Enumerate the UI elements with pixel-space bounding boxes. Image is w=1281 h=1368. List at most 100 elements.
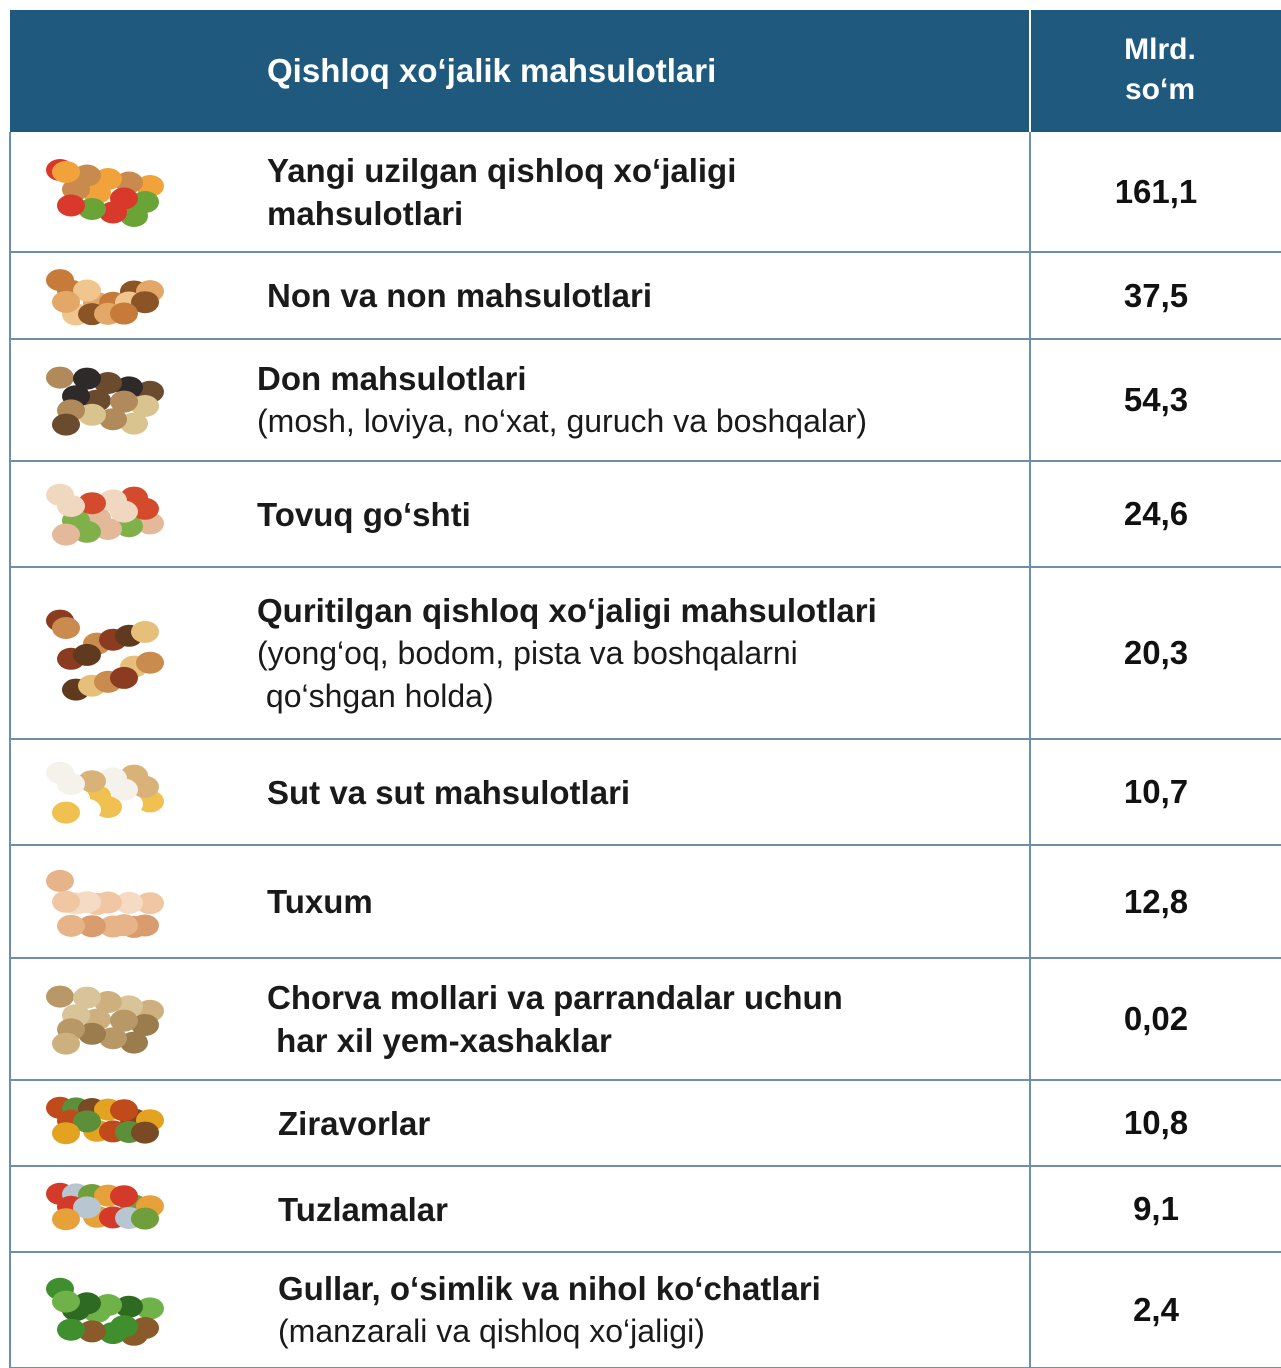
row-border [10,460,1281,462]
icon-shape [57,1318,85,1341]
value-cell: 12,8 [1123,882,1189,920]
product-title: Yangi uzilgan qishloq xo‘jaligi [267,152,737,189]
icon-shape [131,1317,159,1339]
product-icon [46,761,164,824]
product-icon [46,869,164,938]
left-border [9,339,11,461]
product-icon [46,1096,164,1145]
icon-shape [110,187,138,210]
column-divider [1029,252,1031,339]
product-cell: Tuxum [267,845,373,958]
icon-shape [46,985,74,1008]
product-title: Quritilgan qishloq xo‘jaligi mahsulotlar… [257,591,877,629]
column-divider [1029,339,1031,461]
icon-shape [52,1122,80,1145]
icon-shape [110,302,138,325]
product-title: Tovuq go‘shti [257,495,471,533]
row-border [10,1079,1281,1081]
row-border [10,566,1281,568]
product-cell: Gullar, o‘simlik va nihol ko‘chatlari (ma… [278,1252,821,1368]
icon-shape [131,191,159,213]
icon-shape [110,778,138,801]
icon-shape [120,1031,148,1054]
icon-shape [110,1099,138,1122]
row-border [10,1165,1281,1167]
product-title: Don mahsulotlari [257,360,527,397]
icon-shape [52,1032,80,1055]
icon-shape [99,1027,127,1050]
icon-shape [136,1297,164,1320]
icon-shape [131,1121,159,1144]
icon-shape [73,1110,101,1133]
product-icon [46,985,164,1055]
icon-shape [78,198,106,220]
row-border [10,1251,1281,1253]
column-divider [1029,958,1031,1080]
value-cell: 0,02 [1123,1000,1189,1037]
product-icon [46,483,164,546]
left-border [9,1166,11,1252]
product-cell: Ziravorlar [278,1080,430,1166]
header-divider [1029,10,1031,132]
row-border [10,338,1281,340]
icon-shape [52,1208,80,1231]
product-title: Sut va sut mahsulotlari [267,773,631,811]
icon-shape [94,518,122,540]
icon-shape [73,367,101,390]
column-divider [1029,1166,1031,1252]
value-cell: 9,1 [1133,1190,1179,1227]
icon-shape [46,869,74,892]
icon-shape [94,891,122,914]
icon-shape [110,914,138,937]
product-title: Non va non mahsulotlari [267,277,653,314]
product-cell: Chorva mollari va parrandalar uchun har … [267,958,843,1080]
column-divider [1029,1252,1031,1368]
icon-shape [120,412,148,435]
icon-shape [52,413,80,436]
value-cell: 10,7 [1123,773,1189,810]
icon-shape [94,991,122,1013]
product-title: har xil yem-xashaklar [267,1022,612,1059]
value-cell: 10,8 [1123,1104,1189,1141]
icon-shape [73,643,101,666]
value-cell: 2,4 [1133,1291,1179,1328]
column-divider [1029,461,1031,567]
icon-shape [110,390,138,413]
icon-shape [52,801,80,824]
icon-shape [73,891,101,914]
product-subtitle: qo‘shgan holda) [257,677,494,714]
icon-shape [115,891,143,914]
left-border [9,461,11,567]
column-divider [1029,845,1031,958]
left-border [9,739,11,845]
icon-shape [57,495,85,517]
product-cell: Non va non mahsulotlari [267,252,652,339]
icon-shape [52,161,80,183]
icon-shape [52,290,80,313]
left-border [9,567,11,739]
icon-shape [78,1022,106,1045]
product-cell: Tuzlamalar [278,1166,448,1252]
icon-shape [94,168,122,190]
icon-shape [110,666,138,689]
value-cell: 24,6 [1123,495,1189,532]
icon-shape [52,523,80,546]
icon-shape [136,651,164,674]
product-cell: Yangi uzilgan qishloq xo‘jaligi mahsulotl… [267,132,736,252]
value-cell: 161,1 [1114,173,1198,210]
value-cell: 37,5 [1123,276,1189,314]
product-icon [46,269,164,326]
icon-shape [110,1315,138,1338]
header-title: Qishloq xo‘jalik mahsulotlari [267,52,717,89]
icon-shape [57,194,85,217]
column-divider [1029,739,1031,845]
left-border [9,958,11,1080]
icon-shape [94,372,122,394]
icon-shape [94,796,122,818]
product-title: Ziravorlar [278,1104,431,1142]
row-border [10,957,1281,959]
icon-shape [131,775,159,798]
left-border [9,1252,11,1368]
icon-shape [110,1185,138,1208]
